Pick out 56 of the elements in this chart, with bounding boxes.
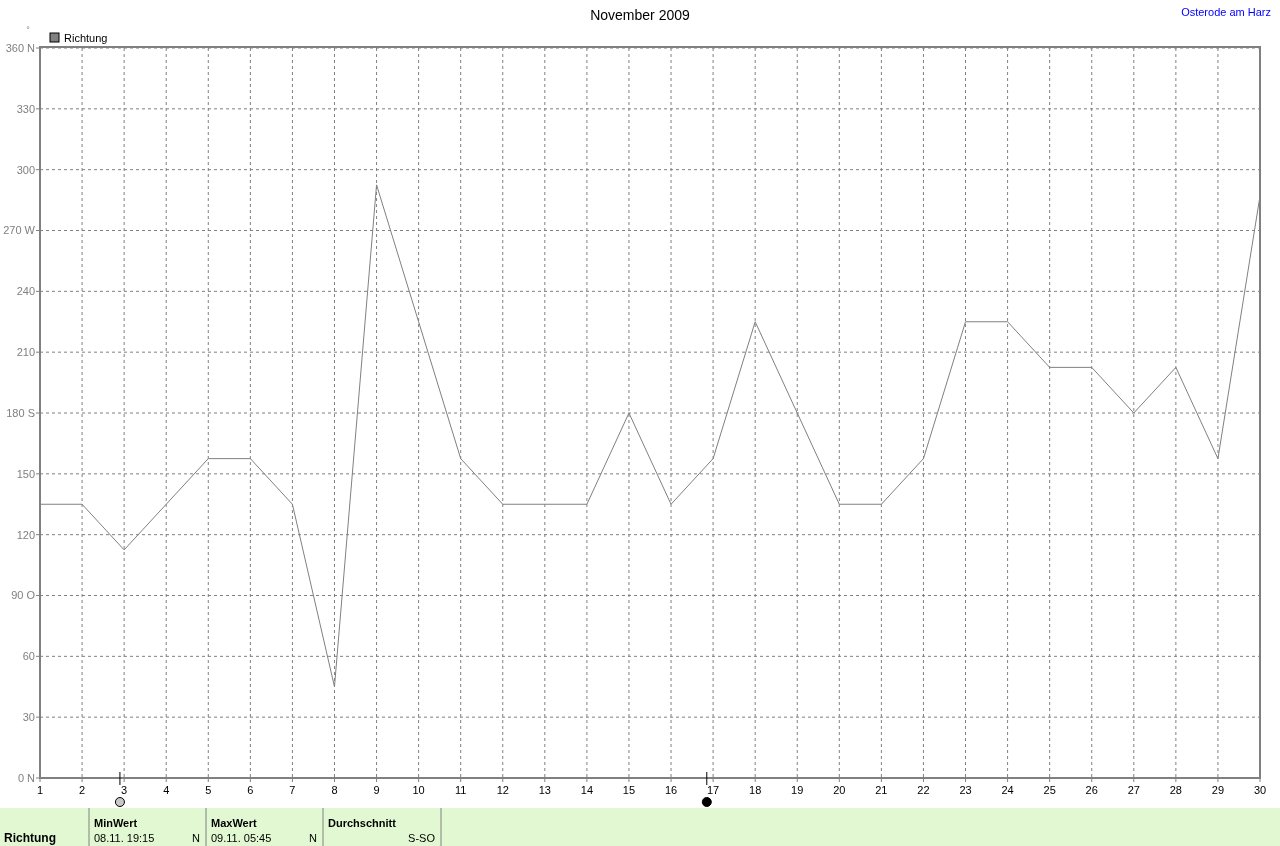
x-tick-label: 3 bbox=[121, 784, 128, 796]
y-tick-label: 150 bbox=[16, 467, 35, 480]
x-tick-label: 29 bbox=[1211, 784, 1225, 796]
x-tick-label: 28 bbox=[1169, 784, 1182, 796]
x-tick-label: 30 bbox=[1253, 784, 1267, 796]
x-tick-label: 25 bbox=[1043, 784, 1056, 796]
x-tick-label: 17 bbox=[706, 784, 720, 796]
y-tick-label: 240 bbox=[16, 285, 35, 298]
y-tick-label: 180 S bbox=[6, 406, 35, 419]
x-tick-label: 7 bbox=[289, 784, 296, 796]
x-tick-label: 10 bbox=[412, 784, 425, 796]
x-tick-label: 2 bbox=[79, 784, 86, 796]
x-tick-label: 15 bbox=[622, 784, 636, 796]
x-tick-label: 6 bbox=[247, 784, 254, 796]
text: N bbox=[192, 832, 201, 844]
text: Durchschnitt bbox=[328, 817, 397, 829]
text: 08.11. 19:15 bbox=[94, 832, 155, 844]
x-tick-label: 27 bbox=[1127, 784, 1140, 796]
y-axis-title: ° bbox=[26, 25, 31, 35]
y-tick-label: 210 bbox=[16, 346, 35, 359]
y-tick-label: 360 N bbox=[5, 41, 36, 54]
y-tick-label: 90 O bbox=[11, 589, 36, 602]
text: 09.11. 05:45 bbox=[211, 832, 272, 844]
y-tick-label: 120 bbox=[16, 528, 35, 541]
x-tick-label: 14 bbox=[580, 784, 594, 796]
x-tick-label: 12 bbox=[496, 784, 509, 796]
x-tick-label: 24 bbox=[1001, 784, 1014, 796]
x-tick-label: 11 bbox=[454, 784, 467, 796]
x-tick-label: 23 bbox=[959, 784, 972, 796]
x-tick-label: 1 bbox=[36, 784, 44, 796]
x-tick-label: 26 bbox=[1085, 784, 1098, 796]
y-tick-label: 300 bbox=[16, 163, 35, 176]
y-tick-label: 0 N bbox=[17, 771, 36, 784]
x-tick-label: 5 bbox=[205, 784, 212, 796]
chart-subtitle: Osterode am Harz bbox=[1181, 6, 1271, 18]
y-tick-label: 270 W bbox=[3, 224, 36, 237]
chart-title: November 2009 bbox=[590, 7, 691, 23]
text: MinWert bbox=[94, 817, 138, 829]
y-tick-label: 30 bbox=[22, 711, 35, 724]
x-tick-label: 4 bbox=[163, 784, 170, 796]
x-tick-label: 20 bbox=[833, 784, 846, 796]
x-tick-label: 13 bbox=[538, 784, 551, 796]
y-tick-label: 330 bbox=[16, 102, 35, 115]
legend-label: Richtung bbox=[64, 31, 108, 44]
x-tick-label: 16 bbox=[664, 784, 678, 796]
y-tick-label: 60 bbox=[22, 650, 35, 663]
text: N bbox=[309, 832, 318, 844]
x-tick-label: 22 bbox=[917, 784, 930, 796]
x-tick-label: 19 bbox=[791, 784, 804, 796]
x-tick-label: 18 bbox=[749, 784, 762, 796]
x-tick-label: 8 bbox=[331, 784, 338, 796]
text: S-SO bbox=[408, 832, 436, 844]
text: MaxWert bbox=[211, 817, 257, 829]
x-tick-label: 9 bbox=[373, 784, 380, 796]
text: Richtung bbox=[4, 831, 56, 845]
x-tick-label: 21 bbox=[875, 784, 888, 796]
